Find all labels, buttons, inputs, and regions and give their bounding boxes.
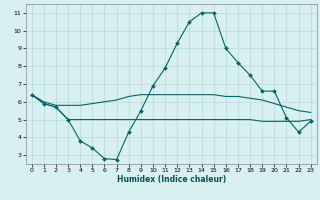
X-axis label: Humidex (Indice chaleur): Humidex (Indice chaleur) <box>116 175 226 184</box>
